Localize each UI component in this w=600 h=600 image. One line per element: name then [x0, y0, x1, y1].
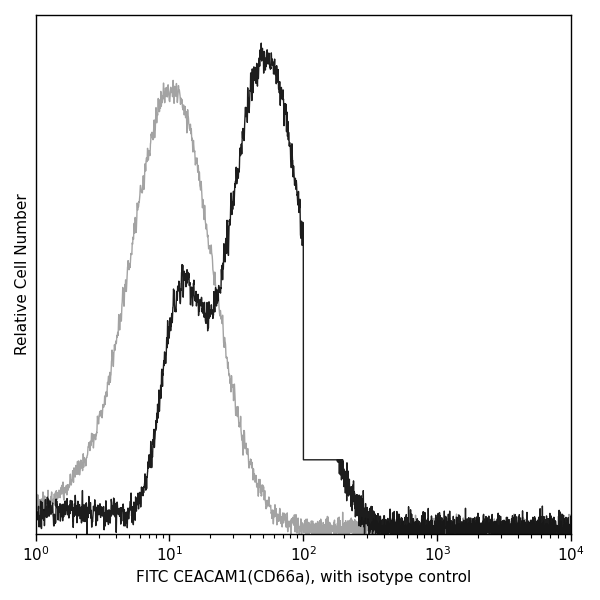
X-axis label: FITC CEACAM1(CD66a), with isotype control: FITC CEACAM1(CD66a), with isotype contro… [136, 570, 471, 585]
Y-axis label: Relative Cell Number: Relative Cell Number [15, 194, 30, 355]
